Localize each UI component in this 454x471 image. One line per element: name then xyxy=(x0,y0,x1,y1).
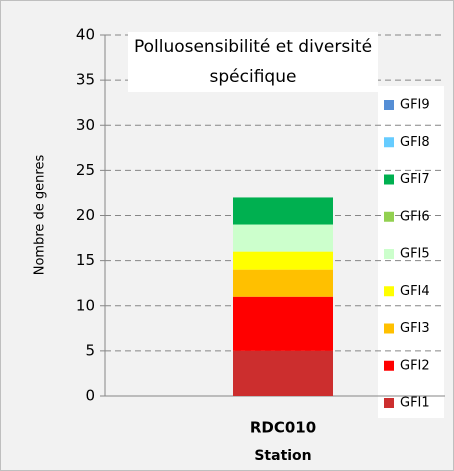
legend-swatch xyxy=(384,398,394,408)
legend-label: GFI1 xyxy=(400,396,430,411)
legend-label: GFI4 xyxy=(400,284,430,299)
legend-swatch xyxy=(384,286,394,297)
legend-label: GFI5 xyxy=(400,247,430,262)
x-tick-label: RDC010 xyxy=(250,419,316,437)
y-tick-label: 30 xyxy=(76,116,95,134)
legend-swatch xyxy=(384,174,394,185)
bar-segment xyxy=(233,269,333,297)
x-axis-label: Station xyxy=(254,448,311,464)
y-tick-label: 15 xyxy=(76,251,95,269)
legend-swatch xyxy=(384,211,394,222)
y-tick-label: 20 xyxy=(76,206,95,224)
y-tick-label: 5 xyxy=(85,341,95,359)
legend-swatch xyxy=(384,249,394,259)
y-axis-label: Nombre de genres xyxy=(33,155,48,276)
bar-segment xyxy=(233,197,333,225)
y-tick-label: 25 xyxy=(76,161,95,179)
legend-label: GFI3 xyxy=(400,321,430,336)
y-tick-label: 0 xyxy=(85,387,95,405)
legend-label: GFI9 xyxy=(400,98,430,113)
y-tick-label: 40 xyxy=(76,26,95,44)
bar-segment xyxy=(233,296,333,351)
legend-swatch xyxy=(384,137,394,148)
legend-label: GFI2 xyxy=(400,358,430,373)
y-tick-label: 35 xyxy=(76,71,95,89)
legend-label: GFI8 xyxy=(400,135,430,150)
bar-segment xyxy=(233,251,333,270)
legend-swatch xyxy=(384,323,394,334)
legend-swatch xyxy=(384,100,394,110)
chart-title: Polluosensibilité et diversité spécifiqu… xyxy=(128,32,378,92)
legend-label: GFI7 xyxy=(400,172,430,187)
y-tick-label: 10 xyxy=(76,296,95,314)
bar-segment xyxy=(233,350,333,396)
bar-segment xyxy=(233,224,333,252)
legend-label: GFI6 xyxy=(400,209,430,224)
legend-swatch xyxy=(384,360,394,371)
